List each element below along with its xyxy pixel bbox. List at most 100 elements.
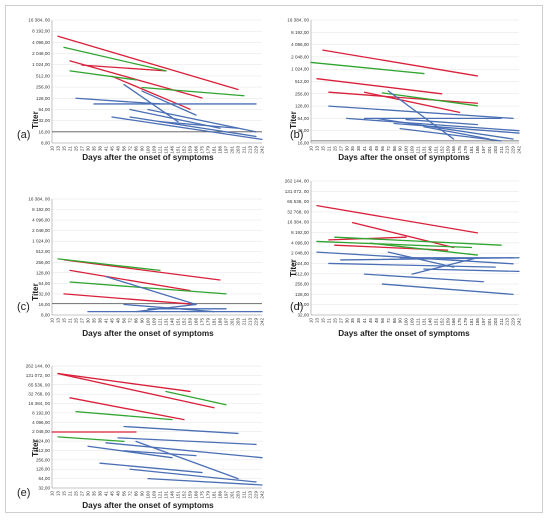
y-tick-label: 16 384, 00 [287, 220, 309, 225]
x-tick-label: 13 [315, 146, 320, 152]
x-tick-label: 21 [326, 318, 331, 324]
x-tick-label: 151 [176, 491, 181, 499]
y-tick-label: 262 144, 00 [285, 179, 310, 184]
series-line-blue [135, 303, 197, 313]
x-tick-label: 121 [416, 318, 421, 326]
x-tick-label: 30 [86, 491, 91, 497]
y-tick-label: 128,00 [36, 270, 50, 275]
series-line-red [81, 64, 167, 72]
series-line-red [63, 293, 197, 306]
x-axis-title: Days after the onset of symptoms [82, 153, 214, 162]
y-tick-label: 4 096,00 [32, 40, 50, 45]
x-tick-label: 242 [260, 491, 265, 499]
y-tick-label: 131 072, 00 [285, 189, 310, 194]
x-tick-label: 203 [236, 491, 241, 499]
series-line-blue [123, 425, 239, 435]
y-axis-title: Titer [31, 438, 40, 456]
x-tick-label: 30 [86, 318, 91, 324]
x-tick-label: 48 [116, 318, 121, 324]
x-tick-label: 186 [475, 318, 480, 326]
x-tick-label: 35 [92, 146, 97, 152]
x-tick-label: 30 [86, 146, 91, 152]
x-tick-label: 30 [344, 146, 349, 152]
x-tick-label: 41 [362, 318, 367, 324]
series-line-green [369, 242, 479, 256]
panel-3: 32,00 64,00 128,00 256,00 512,00 1 024,00 2 04… [285, 179, 522, 339]
y-tick-label: 8 192,00 [32, 29, 50, 34]
x-axis-title: Days after the onset of symptoms [338, 329, 470, 338]
x-tick-label: 131 [164, 318, 169, 326]
x-tick-label: 242 [260, 318, 265, 326]
x-tick-label: 146 [170, 146, 175, 154]
x-tick-label: 181 [212, 491, 217, 499]
x-tick-label: 109 [152, 491, 157, 499]
x-tick-label: 72 [128, 491, 133, 497]
x-tick-label: 213 [505, 318, 510, 326]
y-axis-title: Titer [31, 110, 40, 128]
x-tick-label: 159 [445, 318, 450, 326]
x-tick-label: 179 [463, 318, 468, 326]
x-tick-label: 21 [68, 318, 73, 324]
x-tick-label: 229 [254, 318, 259, 326]
x-tick-label: 146 [170, 318, 175, 326]
x-tick-label: 211 [242, 146, 247, 154]
x-tick-label: 229 [254, 146, 259, 154]
x-tick-label: 25 [332, 318, 337, 324]
x-tick-label: 175 [200, 491, 205, 499]
series-line-green [69, 281, 227, 295]
x-tick-label: 15 [62, 318, 67, 324]
x-tick-label: 86 [392, 146, 397, 152]
x-tick-label: 48 [374, 318, 379, 324]
x-tick-label: 159 [188, 146, 193, 154]
x-tick-label: 38 [98, 318, 103, 324]
x-tick-label: 166 [194, 146, 199, 154]
y-tick-label: 128,00 [36, 467, 50, 472]
series-line-red [63, 259, 221, 281]
y-tick-label: 1 024,00 [32, 62, 50, 67]
x-tick-label: 121 [416, 146, 421, 154]
x-tick-label: 203 [236, 318, 241, 326]
y-tick-label: 4 096,00 [291, 42, 309, 47]
x-tick-label: 201 [230, 146, 235, 154]
series-line-blue [75, 97, 161, 105]
x-tick-label: 213 [248, 146, 253, 154]
series-line-green [316, 240, 473, 249]
series-line-blue [399, 127, 502, 142]
y-tick-label: 65 536, 00 [28, 382, 50, 387]
x-tick-label: 175 [457, 146, 462, 154]
series-line-blue [375, 117, 514, 140]
x-tick-label: 179 [206, 491, 211, 499]
series-line-blue [423, 268, 520, 273]
x-tick-label: 45 [368, 318, 373, 324]
x-tick-label: 186 [218, 491, 223, 499]
series-line-blue [129, 116, 257, 138]
x-axis-title: Days after the onset of symptoms [82, 501, 214, 510]
series-line-blue [423, 126, 490, 140]
x-tick-label: 152 [439, 318, 444, 326]
x-tick-label: 41 [104, 146, 109, 152]
x-tick-label: 35 [350, 146, 355, 152]
x-tick-label: 151 [433, 318, 438, 326]
x-tick-label: 56 [122, 491, 127, 497]
x-tick-label: 45 [110, 318, 115, 324]
x-tick-label: 197 [481, 146, 486, 154]
x-tick-label: 90 [140, 491, 145, 497]
series-line-green [57, 436, 125, 443]
x-tick-label: 242 [517, 318, 522, 326]
x-tick-label: 45 [110, 146, 115, 152]
x-tick-label: 151 [176, 318, 181, 326]
x-tick-label: 35 [92, 491, 97, 497]
y-tick-label: 32 768, 00 [28, 392, 50, 397]
y-tick-label: 32,00 [298, 313, 310, 318]
y-tick-label: 65 536, 00 [287, 199, 309, 204]
x-tick-label: 13 [56, 318, 61, 324]
x-tick-label: 13 [56, 491, 61, 497]
series-line-blue [381, 283, 514, 296]
x-tick-label: 10 [50, 146, 55, 152]
x-tick-label: 229 [511, 146, 516, 154]
series-line-blue [105, 442, 263, 459]
x-tick-label: 121 [158, 318, 163, 326]
x-tick-label: 229 [511, 318, 516, 326]
x-tick-label: 10 [50, 491, 55, 497]
series-line-blue [117, 437, 257, 446]
